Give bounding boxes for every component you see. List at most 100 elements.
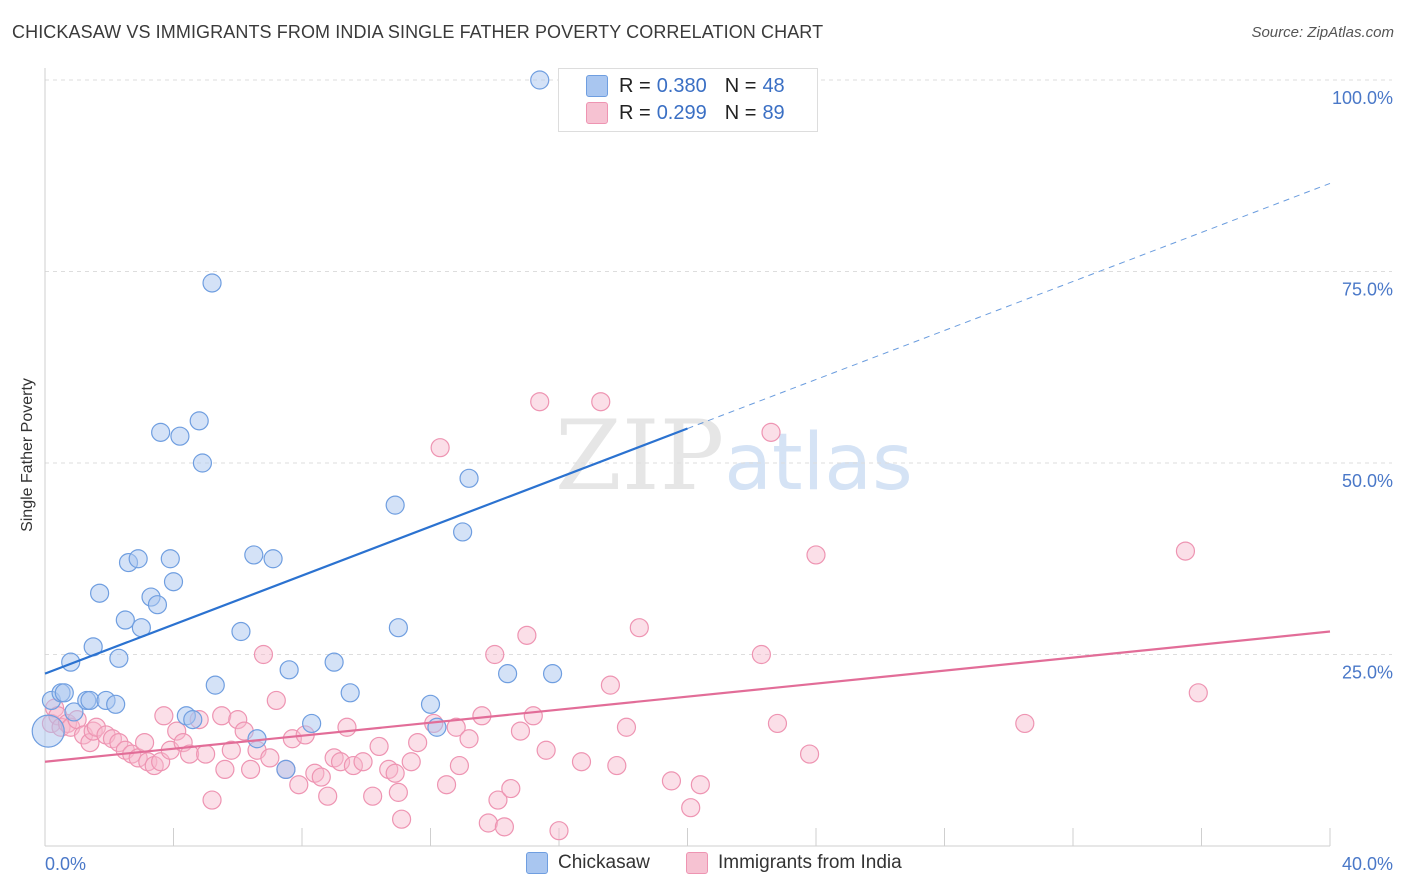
chickasaw-point: [420, 694, 441, 714]
chickasaw-point: [106, 694, 126, 714]
legend-r-value: 0.299: [656, 101, 707, 124]
legend-row-india: R = 0.299 N = 89: [586, 100, 785, 126]
india-point: [799, 744, 820, 764]
chickasaw-point: [147, 595, 168, 615]
legend-swatch-chickasaw: [526, 852, 548, 874]
x-tick-label: 40.0%: [1342, 854, 1393, 874]
legend-r-label: R =: [619, 74, 651, 97]
chickasaw-point: [115, 610, 135, 630]
india-point: [478, 813, 498, 833]
india-point: [282, 729, 302, 749]
legend-item-chickasaw[interactable]: Chickasaw: [526, 852, 650, 874]
chickasaw-point: [183, 710, 203, 730]
legend-swatch-chickasaw: [586, 75, 608, 97]
legend-item-india[interactable]: Immigrants from India: [686, 852, 902, 874]
india-point: [266, 690, 286, 711]
india-point: [353, 752, 373, 772]
india-point: [616, 717, 637, 737]
correlation-legend: R = 0.380 N = 48 R = 0.299 N = 89: [558, 68, 818, 132]
chickasaw-point: [192, 453, 213, 473]
india-point: [607, 755, 627, 776]
y-tick-label: 25.0%: [1342, 663, 1393, 683]
chickasaw-trendline-extension: [687, 182, 1331, 429]
legend-swatch-india: [686, 852, 708, 874]
india-point: [86, 717, 107, 737]
india-point: [436, 775, 457, 795]
india-point: [241, 759, 261, 780]
india-point: [311, 767, 331, 787]
india-point: [109, 732, 129, 753]
india-point: [154, 706, 174, 726]
india-point: [806, 545, 826, 565]
india-point: [488, 790, 508, 810]
india-point: [485, 644, 505, 665]
india-point: [134, 732, 155, 753]
chickasaw-point: [302, 713, 322, 734]
chickasaw-point: [498, 664, 518, 684]
india-point: [767, 713, 788, 734]
chickasaw-point: [542, 664, 563, 684]
x-tick-label: 0.0%: [45, 854, 86, 874]
legend-r-value: 0.380: [656, 74, 707, 97]
india-point: [179, 744, 200, 764]
chickasaw-point: [231, 621, 251, 642]
india-point: [501, 778, 521, 799]
chart-title: CHICKASAW VS IMMIGRANTS FROM INDIA SINGL…: [12, 22, 824, 42]
india-point: [600, 675, 621, 695]
india-point: [571, 752, 592, 772]
india-point: [318, 786, 338, 806]
india-point: [591, 392, 611, 412]
india-point: [343, 755, 363, 776]
india-point: [690, 775, 710, 795]
legend-n-value: 48: [762, 74, 785, 97]
india-point: [1015, 713, 1035, 734]
india-point: [215, 759, 235, 780]
india-point: [629, 618, 649, 638]
watermark: ZIPatlas: [555, 400, 913, 512]
india-point: [530, 392, 550, 412]
india-point: [408, 732, 428, 753]
y-tick-label: 75.0%: [1342, 280, 1393, 300]
india-point: [260, 748, 280, 768]
chickasaw-point: [263, 549, 283, 569]
india-point: [167, 721, 187, 741]
chickasaw-point: [276, 759, 296, 780]
chickasaw-point: [128, 549, 148, 569]
chickasaw-point: [453, 522, 473, 542]
chickasaw-point: [385, 495, 405, 515]
india-point: [196, 744, 216, 764]
legend-label-chickasaw: Chickasaw: [558, 852, 650, 873]
legend-row-chickasaw: R = 0.380 N = 48: [586, 73, 785, 99]
india-point: [391, 809, 412, 829]
chickasaw-point: [31, 714, 65, 748]
india-point: [536, 740, 556, 760]
chickasaw-point: [530, 70, 550, 90]
india-point: [221, 740, 241, 760]
india-point: [363, 786, 383, 806]
india-point: [253, 644, 274, 665]
chickasaw-point: [202, 273, 222, 293]
india-point: [510, 721, 531, 741]
india-point: [761, 422, 781, 442]
y-tick-label: 50.0%: [1342, 471, 1393, 491]
legend-swatch-india: [586, 102, 608, 124]
india-point: [661, 771, 682, 791]
chickasaw-point: [205, 675, 225, 695]
india-point: [228, 710, 248, 730]
chickasaw-point: [151, 422, 171, 442]
india-point: [459, 729, 479, 749]
india-trendline: [44, 630, 1331, 763]
india-point: [337, 717, 357, 737]
india-point: [517, 625, 537, 645]
source-credit: Source: ZipAtlas.com: [1251, 24, 1394, 41]
india-point: [449, 755, 470, 776]
chickasaw-point: [54, 683, 74, 703]
india-point: [369, 736, 389, 757]
india-point: [330, 752, 351, 772]
legend-n-label: N =: [724, 74, 757, 97]
india-point: [549, 821, 569, 841]
india-point: [681, 798, 701, 818]
chickasaw-point: [163, 572, 184, 592]
chickasaw-point: [64, 702, 84, 722]
